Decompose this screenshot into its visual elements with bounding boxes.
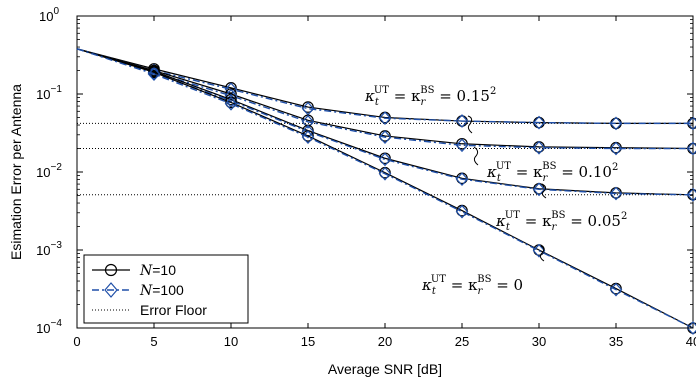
brace-015 — [467, 115, 473, 134]
brace-005 — [541, 183, 547, 199]
data-point-diamond — [609, 282, 623, 297]
y-tick-label: 10−1 — [36, 84, 62, 102]
y-tick-label: 10−4 — [36, 318, 62, 336]
data-point-diamond — [532, 243, 546, 258]
annotation-kappa-015: κtUT = κrBS = 0.152 — [364, 85, 496, 108]
data-point-diamond — [378, 152, 392, 167]
x-tick-label: 30 — [532, 334, 546, 349]
series-line — [76, 48, 694, 150]
data-point-diamond — [455, 138, 469, 153]
data-point-diamond — [301, 130, 315, 145]
series-group — [76, 48, 696, 335]
x-tick-label: 25 — [455, 334, 469, 349]
data-point-diamond — [301, 124, 315, 139]
x-tick-label: 20 — [378, 334, 392, 349]
brace-0 — [539, 245, 545, 262]
data-point-diamond — [532, 140, 546, 155]
series-line — [76, 48, 694, 329]
y-ticks: 100 10−1 10−2 10−3 10−4 — [36, 6, 693, 336]
annotation-braces — [467, 115, 547, 262]
data-point-diamond — [378, 111, 392, 126]
data-point-diamond — [686, 321, 696, 335]
data-point-diamond — [532, 115, 546, 130]
y-axis-label: Esimation Error per Antenna — [8, 84, 24, 260]
data-point-diamond — [224, 96, 238, 111]
data-point-diamond — [378, 166, 392, 181]
brace-010 — [473, 146, 479, 166]
data-point-diamond — [609, 141, 623, 156]
data-point-diamond — [455, 114, 469, 128]
legend-marker-diamond — [104, 282, 118, 298]
x-tick-label: 5 — [150, 334, 157, 349]
data-point-diamond — [686, 187, 696, 202]
series-line — [76, 48, 693, 150]
y-tick-label: 10−3 — [36, 240, 62, 258]
data-point-diamond — [609, 116, 623, 131]
x-tick-label: 10 — [224, 334, 238, 349]
data-point-diamond — [301, 114, 315, 129]
x-axis-label: Average SNR [dB] — [328, 361, 442, 377]
data-point-diamond — [224, 88, 238, 103]
data-point-diamond — [609, 186, 623, 201]
x-tick-label: 15 — [301, 334, 315, 349]
legend-label-n10: N=10 — [139, 262, 176, 279]
data-point-diamond — [686, 116, 696, 131]
data-point-diamond — [455, 172, 469, 187]
annotation-kappa-005: κtUT = κrBS = 0.052 — [495, 210, 627, 233]
series-line — [76, 48, 693, 125]
legend-marker-circle — [104, 263, 118, 277]
legend: N=10 N=100 Error Floor — [83, 254, 249, 324]
data-point-diamond — [455, 204, 469, 219]
annotation-kappa-010: κtUT = κrBS = 0.102 — [486, 161, 618, 184]
data-point-diamond — [686, 141, 696, 156]
x-tick-label: 0 — [73, 334, 80, 349]
y-tick-label: 10−2 — [36, 162, 62, 180]
data-point-diamond — [532, 182, 546, 197]
data-point-diamond — [378, 130, 392, 145]
legend-label-n100: N=100 — [139, 282, 184, 299]
x-ticks: 0 5 10 15 20 25 30 35 40 — [73, 16, 696, 349]
legend-label-floor: Error Floor — [140, 302, 207, 318]
x-tick-label: 35 — [609, 334, 623, 349]
x-tick-label: 40 — [686, 334, 696, 349]
y-tick-label: 100 — [39, 6, 59, 24]
series-line — [76, 48, 694, 329]
data-point-diamond — [147, 67, 161, 81]
annotation-kappa-0: κtUT = κrBS = 0 — [421, 274, 523, 297]
legend-box — [83, 254, 249, 324]
